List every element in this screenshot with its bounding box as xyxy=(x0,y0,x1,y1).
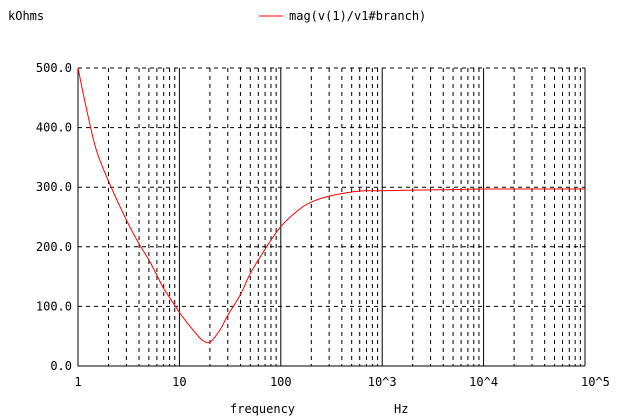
y-tick-label: 200.0 xyxy=(36,240,72,254)
y-unit-label: kOhms xyxy=(8,9,44,23)
x-unit-label: Hz xyxy=(394,402,408,416)
y-tick-label: 300.0 xyxy=(36,180,72,194)
series-group xyxy=(77,67,586,344)
y-tick-label: 400.0 xyxy=(36,121,72,135)
grid xyxy=(77,67,586,367)
x-tick-label: 1 xyxy=(74,375,81,389)
legend-label: mag(v(1)/v1#branch) xyxy=(289,9,426,23)
x-tick-label: 10^3 xyxy=(368,375,397,389)
plot-frame xyxy=(77,68,586,367)
labels: kOhms mag(v(1)/v1#branch) frequency Hz 0… xyxy=(8,9,610,416)
x-tick-label: 10^4 xyxy=(469,375,498,389)
x-tick-label: 10 xyxy=(172,375,186,389)
series-line xyxy=(77,67,586,344)
x-tick-label: 10^5 xyxy=(581,375,610,389)
x-axis-label: frequency xyxy=(230,402,295,416)
y-tick-label: 0.0 xyxy=(50,359,72,373)
y-tick-label: 500.0 xyxy=(36,61,72,75)
x-tick-label: 100 xyxy=(270,375,292,389)
y-tick-label: 100.0 xyxy=(36,299,72,313)
